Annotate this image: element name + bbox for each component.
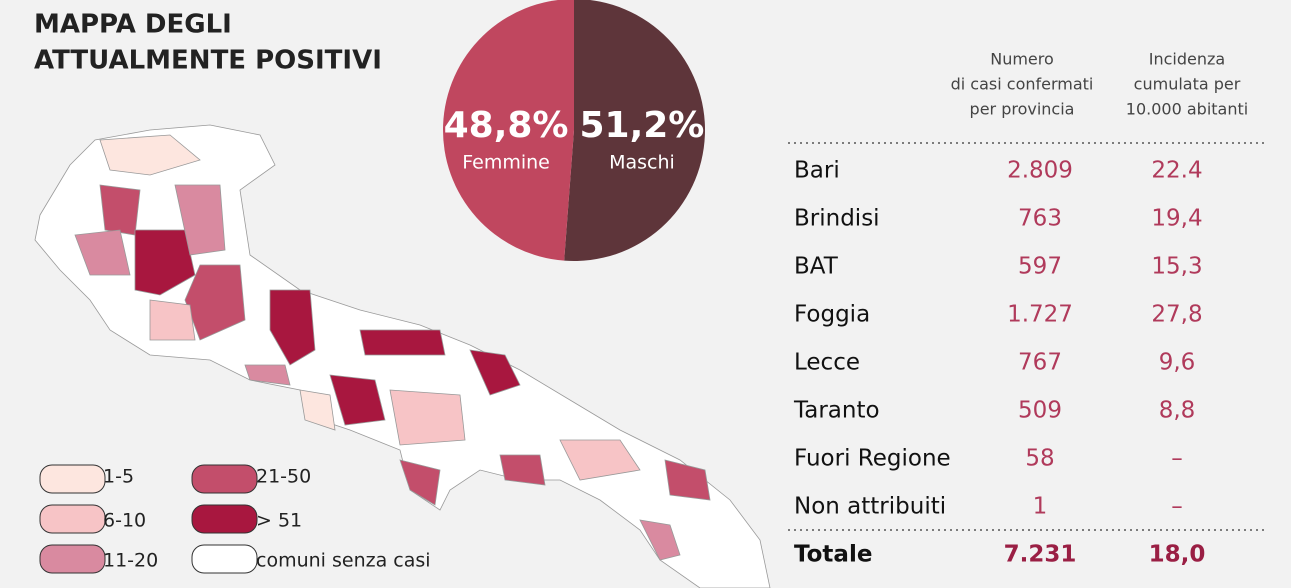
cell-value: 509: [1018, 398, 1062, 424]
pie-slice: [442, 0, 574, 261]
legend-label: comuni senza casi: [256, 550, 431, 572]
map-area: [469, 349, 521, 396]
legend-swatch: [39, 464, 106, 494]
title: MAPPA DEGLI: [34, 10, 232, 40]
row-label: Lecce: [794, 350, 860, 376]
map-area: [184, 264, 246, 341]
total-value: 7.231: [1004, 542, 1077, 568]
map-area: [399, 459, 441, 506]
cell-value: 27,8: [1151, 302, 1202, 328]
title: ATTUALMENTE POSITIVI: [34, 46, 382, 76]
legend-label: 6-10: [103, 510, 146, 532]
cell-value: 767: [1018, 350, 1062, 376]
row-label: BAT: [794, 254, 839, 280]
cell-value: 15,3: [1151, 254, 1202, 280]
map-area: [499, 454, 546, 486]
map-area: [99, 134, 201, 176]
cell-value: 763: [1018, 206, 1062, 232]
map-area: [269, 289, 316, 366]
legend-label: 1-5: [103, 466, 134, 488]
pie-value-label: 51,2%: [579, 105, 704, 146]
map-area: [639, 519, 681, 561]
legend-label: > 51: [256, 510, 302, 532]
pie-category-label: Maschi: [609, 152, 675, 174]
pie-slice: [564, 0, 705, 261]
map-area: [134, 229, 196, 296]
row-label: Taranto: [793, 398, 880, 424]
map-area: [664, 459, 711, 501]
total-value: 18,0: [1149, 542, 1206, 568]
cell-value: 22.4: [1151, 158, 1202, 184]
total-label: Totale: [794, 542, 872, 568]
map-area: [149, 299, 196, 341]
row-label: Brindisi: [794, 206, 880, 232]
legend-label: 21-50: [256, 466, 311, 488]
cell-value: 1: [1033, 494, 1048, 520]
cell-value: 8,8: [1159, 398, 1196, 424]
row-label: Fuori Regione: [794, 446, 951, 472]
cell-value: 19,4: [1151, 206, 1202, 232]
pie-category-label: Femmine: [462, 152, 550, 174]
legend-label: 11-20: [103, 550, 158, 572]
row-label: Non attribuiti: [794, 494, 946, 520]
pie-chart: 51,2% Maschi 48,8% Femmine: [442, 0, 705, 261]
table: Numero di casi confermati per provincia Inc…: [793, 50, 1248, 568]
cell-value: 1.727: [1007, 302, 1073, 328]
cell-value: –: [1171, 446, 1183, 472]
cell-value: 597: [1018, 254, 1062, 280]
row-label: Bari: [794, 158, 840, 184]
legend-swatch: [191, 504, 258, 534]
map-area: [299, 389, 336, 431]
column-header: Numero: [990, 50, 1054, 69]
legend: 1-5 6-10 11-20 21-50 > 51 comuni senza casi: [39, 464, 431, 574]
map-area: [359, 329, 446, 356]
map-area: [99, 184, 141, 236]
map: [34, 124, 771, 588]
pie-value-label: 48,8%: [444, 105, 569, 146]
map-area: [559, 439, 641, 481]
legend-swatch: [191, 464, 258, 494]
legend-swatch: [39, 504, 106, 534]
map-area: [329, 374, 386, 426]
map-area: [174, 184, 226, 256]
cell-value: 9,6: [1159, 350, 1196, 376]
cell-value: 2.809: [1007, 158, 1073, 184]
column-header: per provincia: [970, 100, 1075, 119]
column-header: di casi confermati: [951, 75, 1094, 94]
cell-value: –: [1171, 494, 1183, 520]
column-header: 10.000 abitanti: [1126, 100, 1248, 119]
column-header: cumulata per: [1134, 75, 1241, 94]
map-area: [389, 389, 466, 446]
legend-swatch: [39, 544, 106, 574]
cell-value: 58: [1025, 446, 1054, 472]
column-header: Incidenza: [1149, 50, 1225, 69]
map-area: [244, 364, 291, 386]
legend-swatch: [191, 544, 258, 574]
row-label: Foggia: [794, 302, 870, 328]
map-area: [74, 229, 131, 276]
